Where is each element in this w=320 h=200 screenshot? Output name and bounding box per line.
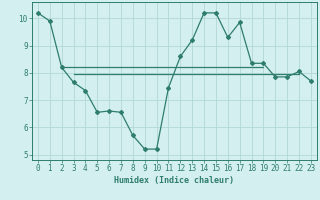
X-axis label: Humidex (Indice chaleur): Humidex (Indice chaleur) — [115, 176, 234, 185]
